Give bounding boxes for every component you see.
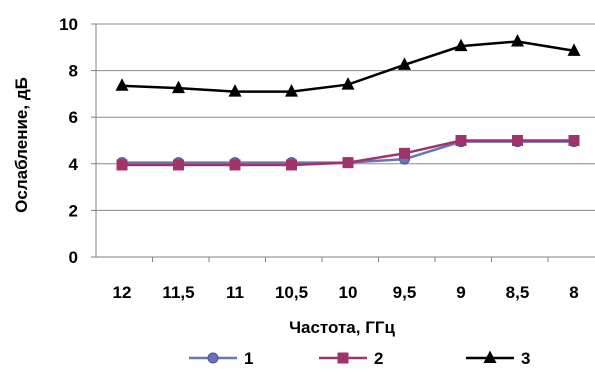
data-point: [511, 34, 524, 47]
y-tick-label: 6: [69, 108, 78, 127]
y-tick-label: 8: [69, 62, 78, 81]
y-tick-label: 10: [59, 15, 78, 34]
axes: [95, 24, 595, 258]
y-tick-labels: 0 2 4 6 8 10: [59, 15, 96, 267]
data-point: [173, 159, 184, 171]
legend-label: 2: [374, 349, 383, 368]
data-point: [341, 77, 355, 90]
x-tick-label: 8: [569, 283, 578, 302]
x-axis-title: Частота, ГГц: [289, 318, 395, 337]
data-point: [337, 352, 349, 364]
y-tick-label: 4: [69, 155, 79, 174]
data-point: [512, 135, 523, 146]
legend-label: 3: [521, 349, 530, 368]
data-point: [207, 352, 219, 364]
series-group: [115, 34, 581, 171]
data-point: [399, 147, 410, 159]
data-point: [483, 350, 497, 364]
data-point: [228, 84, 242, 97]
data-point: [568, 135, 580, 146]
data-point: [172, 80, 185, 94]
y-tick-label: 2: [69, 201, 78, 220]
data-point: [116, 159, 128, 171]
data-point: [229, 159, 241, 171]
data-point: [455, 135, 467, 146]
data-point: [342, 157, 354, 169]
x-tick-labels: 12 11,5 11 10,5 10 9,5 9 8,5 8: [113, 257, 579, 302]
data-point: [567, 43, 581, 56]
legend-item-1: 1: [189, 349, 253, 368]
legend-label: 1: [244, 349, 253, 368]
x-tick-label: 10,5: [275, 283, 308, 302]
data-point: [285, 84, 298, 97]
data-point: [115, 78, 129, 91]
x-tick-label: 9: [456, 283, 465, 302]
y-tick-label: 0: [69, 248, 78, 267]
x-tick-label: 11,5: [162, 283, 194, 302]
legend-item-2: 2: [319, 349, 383, 368]
x-tick-label: 8,5: [506, 283, 530, 302]
data-point: [398, 57, 411, 70]
legend-item-3: 3: [466, 349, 530, 368]
x-tick-label: 11: [226, 283, 244, 302]
x-tick-label: 10: [339, 283, 358, 302]
x-tick-label: 12: [113, 283, 132, 302]
series-2: [116, 135, 580, 171]
data-point: [454, 38, 468, 52]
y-axis-title: Ослабление, дБ: [12, 77, 31, 213]
legend: 1 2 3: [189, 349, 530, 368]
series-3: [115, 34, 581, 97]
x-tick-label: 9,5: [393, 283, 417, 302]
data-point: [286, 159, 297, 171]
